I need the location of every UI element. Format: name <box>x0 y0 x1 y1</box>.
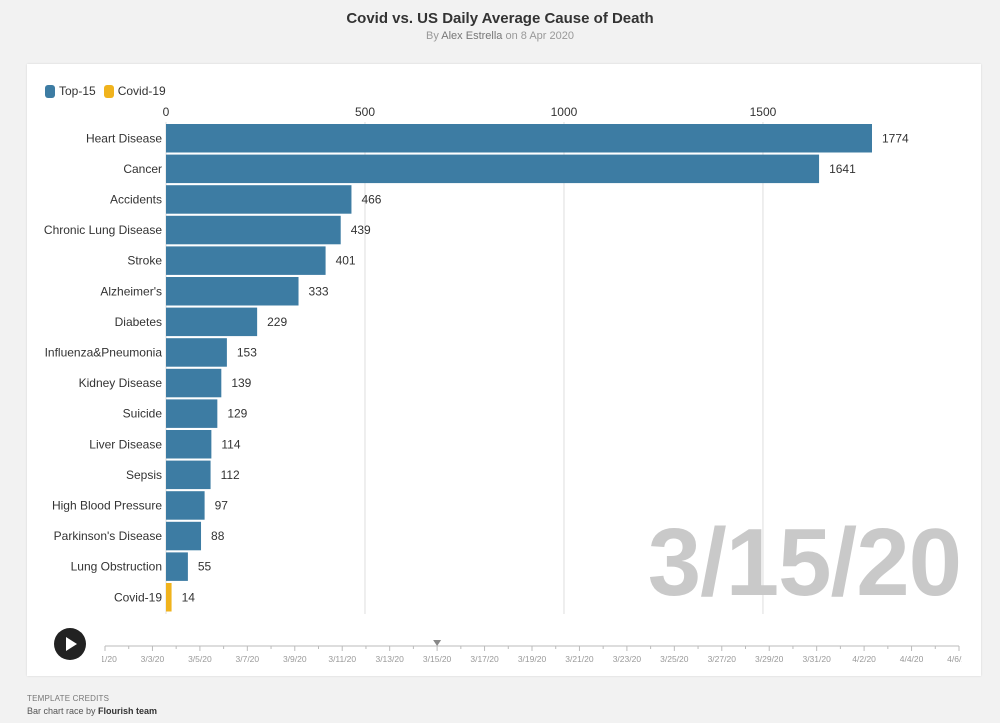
category-label: Lung Obstruction <box>71 560 162 574</box>
value-label: 1641 <box>829 162 856 176</box>
value-label: 97 <box>215 498 229 512</box>
play-button[interactable] <box>54 628 86 660</box>
chart-subtitle: By Alex Estrella on 8 Apr 2020 <box>0 30 1000 42</box>
value-label: 112 <box>221 468 240 482</box>
credits-team: Flourish team <box>98 706 158 716</box>
bar[interactable] <box>166 491 205 520</box>
legend-label-covid: Covid-19 <box>117 84 166 98</box>
category-label: Liver Disease <box>89 437 162 451</box>
timeline-date-label: 3/27/20 <box>708 654 737 664</box>
timeline-date-label: 3/29/20 <box>755 654 784 664</box>
timeline-date-label: 3/31/20 <box>802 654 831 664</box>
bar[interactable] <box>166 583 172 612</box>
timeline-date-label: 4/4/20 <box>900 654 924 664</box>
category-label: Accidents <box>110 192 162 206</box>
legend-item-covid[interactable]: Covid-19 <box>103 84 166 98</box>
value-label: 401 <box>336 254 356 268</box>
bar[interactable] <box>166 277 299 306</box>
value-label: 114 <box>221 437 240 451</box>
timeline-date-label: 3/19/20 <box>518 654 547 664</box>
timeline-date-label: 3/1/20 <box>102 654 117 664</box>
value-label: 333 <box>309 284 329 298</box>
category-label: Cancer <box>123 162 162 176</box>
x-tick-label: 0 <box>163 105 170 119</box>
legend-swatch-covid <box>103 84 114 98</box>
timeline-date-label: 3/15/20 <box>423 654 452 664</box>
timeline-date-label: 3/5/20 <box>188 654 212 664</box>
timeline-date-label: 3/7/20 <box>236 654 260 664</box>
value-label: 139 <box>231 376 251 390</box>
category-label: Kidney Disease <box>79 376 163 390</box>
value-label: 439 <box>351 223 371 237</box>
category-label: Diabetes <box>115 315 162 329</box>
credits-line: Bar chart race by Flourish team <box>27 705 157 718</box>
timeline-date-label: 3/11/20 <box>328 654 356 664</box>
bar[interactable] <box>166 215 341 245</box>
bar[interactable] <box>166 521 202 551</box>
bar[interactable] <box>166 185 352 214</box>
bar[interactable] <box>166 154 820 184</box>
x-tick-label: 1000 <box>551 105 578 119</box>
value-label: 129 <box>227 407 247 421</box>
timeline-date-label: 3/23/20 <box>613 654 642 664</box>
chart-title: Covid vs. US Daily Average Cause of Deat… <box>346 10 654 27</box>
bar[interactable] <box>166 552 188 581</box>
current-date-watermark: 3/15/20 <box>647 509 962 616</box>
category-label: Chronic Lung Disease <box>44 223 162 237</box>
bar[interactable] <box>166 124 872 153</box>
category-label: Heart Disease <box>86 131 162 145</box>
timeline-date-label: 3/13/20 <box>375 654 404 664</box>
value-label: 88 <box>211 529 225 543</box>
timeline-handle[interactable] <box>433 640 442 646</box>
play-icon <box>66 637 77 651</box>
timeline-date-label: 3/17/20 <box>470 654 499 664</box>
value-label: 1774 <box>882 131 909 145</box>
category-label: Covid-19 <box>114 590 162 604</box>
legend-label-top15: Top-15 <box>59 84 96 98</box>
bar[interactable] <box>166 307 258 337</box>
bar[interactable] <box>166 368 222 398</box>
category-label: Suicide <box>123 407 163 421</box>
timeline-date-label: 3/3/20 <box>141 654 165 664</box>
value-label: 153 <box>237 345 257 359</box>
bar[interactable] <box>166 399 218 428</box>
value-label: 229 <box>267 315 287 329</box>
timeline-date-label: 3/21/20 <box>565 654 594 664</box>
subtitle-author: Alex Estrella <box>441 30 503 42</box>
template-credits: TEMPLATE CREDITS Bar chart race by Flour… <box>27 692 157 718</box>
value-label: 466 <box>361 192 381 206</box>
timeline-date-label: 4/6/20 <box>947 654 962 664</box>
legend: Top-15 Covid-19 <box>45 84 166 98</box>
subtitle-date: on 8 Apr 2020 <box>505 30 574 42</box>
category-label: High Blood Pressure <box>52 498 162 512</box>
category-label: Stroke <box>127 254 162 268</box>
timeline-date-label: 3/9/20 <box>283 654 307 664</box>
legend-swatch-top15 <box>45 84 55 98</box>
credits-heading: TEMPLATE CREDITS <box>27 694 110 703</box>
timeline-date-label: 3/25/20 <box>660 654 689 664</box>
category-label: Sepsis <box>126 468 162 482</box>
credits-text: Bar chart race by <box>27 706 96 716</box>
bar[interactable] <box>166 460 211 490</box>
value-label: 14 <box>182 590 196 604</box>
bar[interactable] <box>166 338 227 367</box>
bar[interactable] <box>166 430 212 459</box>
category-label: Alzheimer's <box>100 284 162 298</box>
value-label: 55 <box>198 560 212 574</box>
chart-header: Covid vs. US Daily Average Cause of Deat… <box>0 10 1000 42</box>
legend-item-top15[interactable]: Top-15 <box>45 84 96 98</box>
bar[interactable] <box>166 246 326 275</box>
subtitle-by: By <box>425 30 439 42</box>
timeline-slider[interactable]: 3/1/20 3/3/20 3/5/20 3/7/20 3/9/20 3/11/20 3/1… <box>102 640 962 668</box>
category-label: Influenza&Pneumonia <box>45 345 163 359</box>
bar-chart: 0 500 1000 1500 Heart Disease 1774 Cancer 1641 A… <box>44 105 909 614</box>
category-label: Parkinson's Disease <box>54 529 163 543</box>
x-tick-label: 500 <box>355 105 375 119</box>
chart-card: Top-15 Covid-19 0 500 1000 1500 Heart Diseas… <box>27 64 981 676</box>
x-tick-label: 1500 <box>750 105 777 119</box>
timeline-date-label: 4/2/20 <box>852 654 876 664</box>
